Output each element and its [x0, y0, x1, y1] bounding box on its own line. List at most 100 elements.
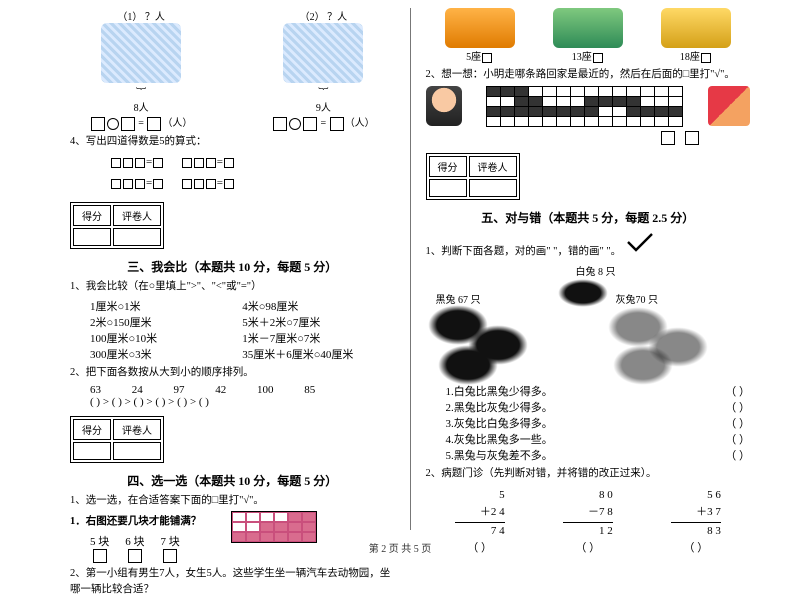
cmp-cell: 1米－7厘米○7米	[242, 330, 394, 346]
right-column: 5座 13座 18座 2、想一想：小明走哪条路回家是最近的，然后在后面的□里打"…	[416, 8, 761, 530]
check-box[interactable]	[482, 53, 492, 63]
paren-blank[interactable]: （ ）	[725, 399, 750, 415]
figure-2: （2） ？人 ︸ 9人 = （人）	[272, 8, 375, 131]
stair-question: 1．右图还要几块才能铺满？ 5 块 6 块 7 块	[70, 511, 201, 563]
paren-blank[interactable]: （ ）	[563, 540, 613, 557]
stair-row: 1．右图还要几块才能铺满？ 5 块 6 块 7 块	[70, 511, 395, 563]
cmp-cell: 1厘米○1米	[90, 298, 242, 314]
cmp-cell: 2米○150厘米	[90, 314, 242, 330]
grader-cell[interactable]	[469, 179, 517, 197]
check-box[interactable]	[163, 549, 177, 563]
check-box[interactable]	[685, 131, 699, 145]
opt-6: 6 块	[125, 533, 144, 563]
judge-item: 1.白兔比黑兔少得多。	[446, 383, 553, 399]
rabbit-icon	[558, 279, 608, 307]
section-3-title: 三、我会比（本题共 10 分，每题 5 分）	[70, 258, 395, 275]
math-problems: 5 ＋2 4 7 4 （ ） 8 0 －7 8 1 2 （ ） 5 6 ＋3 7…	[426, 487, 751, 556]
score-box-5: 得分评卷人	[426, 153, 520, 200]
grader-cell[interactable]	[113, 442, 161, 460]
black-rabbit-label: 黑兔 67 只	[436, 291, 481, 306]
grader-cell[interactable]	[113, 228, 161, 246]
grader-label: 评卷人	[469, 156, 517, 177]
fig2-index: （2）	[300, 12, 325, 23]
judge-item: 3.灰兔比白兔多得多。	[446, 415, 553, 431]
page-container: （1） ？人 ︸ 8人 = （人） （2） ？人 ︸ 9人 = （人） 4	[0, 0, 800, 530]
opt-7: 7 块	[161, 533, 180, 563]
car-icon	[661, 8, 731, 48]
rabbit-icon	[613, 345, 673, 385]
paren-blank[interactable]: （ ）	[671, 540, 721, 557]
judge-item: 5.黑兔与灰兔差不多。	[446, 447, 553, 463]
tree-illustration	[101, 23, 181, 83]
check-box[interactable]	[128, 549, 142, 563]
cmp-cell: 100厘米○10米	[90, 330, 242, 346]
score-cell[interactable]	[73, 228, 111, 246]
rabbit-figure: 白兔 8 只 黑兔 67 只 灰兔70 只	[426, 263, 751, 383]
fig1-index: （1）	[117, 12, 142, 23]
math-3: 5 6 ＋3 7 8 3 （ ）	[671, 487, 721, 556]
sec5-q2: 2、病题门诊（先判断对错，并将错的改正过来）。	[426, 466, 751, 482]
paren-blank[interactable]: （ ）	[725, 415, 750, 431]
check-box[interactable]	[93, 549, 107, 563]
fig1-top: ？人	[145, 12, 165, 23]
blank-box[interactable]	[121, 117, 135, 131]
eq2: = （人）	[272, 114, 375, 131]
car-3: 18座	[661, 8, 731, 63]
compare-grid: 1厘米○1米4米○98厘米 2米○150厘米5米＋2米○7厘米 100厘米○10…	[70, 298, 395, 362]
check-box[interactable]	[701, 53, 711, 63]
blank-box[interactable]	[273, 117, 287, 131]
paren-blank[interactable]: （ ）	[725, 447, 750, 463]
rabbit-icon	[438, 345, 498, 385]
path-checks	[426, 131, 751, 145]
blank-box[interactable]	[147, 117, 161, 131]
score-label: 得分	[73, 205, 111, 226]
car-icon	[553, 8, 623, 48]
check-box[interactable]	[593, 53, 603, 63]
score-label: 得分	[73, 419, 111, 440]
grid-path	[486, 86, 683, 127]
score-cell[interactable]	[73, 442, 111, 460]
grader-label: 评卷人	[113, 419, 161, 440]
kid-icon	[426, 86, 462, 126]
sec3-q1: 1、我会比较（在○里填上">"、"<"或"="）	[70, 279, 395, 295]
blank-circle[interactable]	[107, 118, 119, 130]
grader-label: 评卷人	[113, 205, 161, 226]
section-5-title: 五、对与错（本题共 5 分，每题 2.5 分）	[426, 209, 751, 226]
judge-list: 1.白兔比黑兔少得多。（ ） 2.黑兔比灰兔少得多。（ ） 3.灰兔比白兔多得多…	[426, 383, 751, 463]
score-box-4: 得分评卷人	[70, 416, 164, 463]
judge-item: 4.灰兔比黑兔多一些。	[446, 431, 553, 447]
math-2: 8 0 －7 8 1 2 （ ）	[563, 487, 613, 556]
cars-row: 5座 13座 18座	[426, 8, 751, 63]
sec4-q1: 1、选一选，在合适答案下面的□里打"√"。	[70, 493, 395, 509]
brace2-label: 9人	[272, 99, 375, 114]
cmp-cell: 35厘米＋6厘米○40厘米	[242, 346, 394, 362]
fig2-top: ？人	[327, 12, 347, 23]
gray-rabbit-label: 灰兔70 只	[616, 291, 659, 306]
car-icon	[445, 8, 515, 48]
car-1: 5座	[445, 8, 515, 63]
paren-blank[interactable]: （ ）	[725, 431, 750, 447]
boat-illustration	[283, 23, 363, 83]
paren-blank[interactable]: （ ）	[725, 383, 750, 399]
brace1-label: 8人	[90, 99, 193, 114]
stair-figure	[231, 511, 317, 543]
car-2: 13座	[553, 8, 623, 63]
score-cell[interactable]	[429, 179, 467, 197]
score-label: 得分	[429, 156, 467, 177]
blank-circle[interactable]	[289, 118, 301, 130]
column-divider	[410, 8, 411, 530]
house-icon	[708, 86, 750, 126]
check-mark-icon	[624, 230, 656, 254]
white-rabbit-label: 白兔 8 只	[576, 263, 616, 278]
blank-box[interactable]	[303, 117, 317, 131]
cmp-cell: 300厘米○3米	[90, 346, 242, 362]
order-line[interactable]: ( ) > ( ) > ( ) > ( ) > ( ) > ( )	[70, 396, 395, 408]
figure-1: （1） ？人 ︸ 8人 = （人）	[90, 8, 193, 131]
blank-box[interactable]	[330, 117, 344, 131]
q4-text: 4、写出四道得数是5的算式：	[70, 134, 395, 150]
check-box[interactable]	[661, 131, 675, 145]
opt-5: 5 块	[90, 533, 109, 563]
blank-box[interactable]	[91, 117, 105, 131]
path-figure	[426, 86, 751, 127]
paren-blank[interactable]: （ ）	[455, 540, 505, 557]
